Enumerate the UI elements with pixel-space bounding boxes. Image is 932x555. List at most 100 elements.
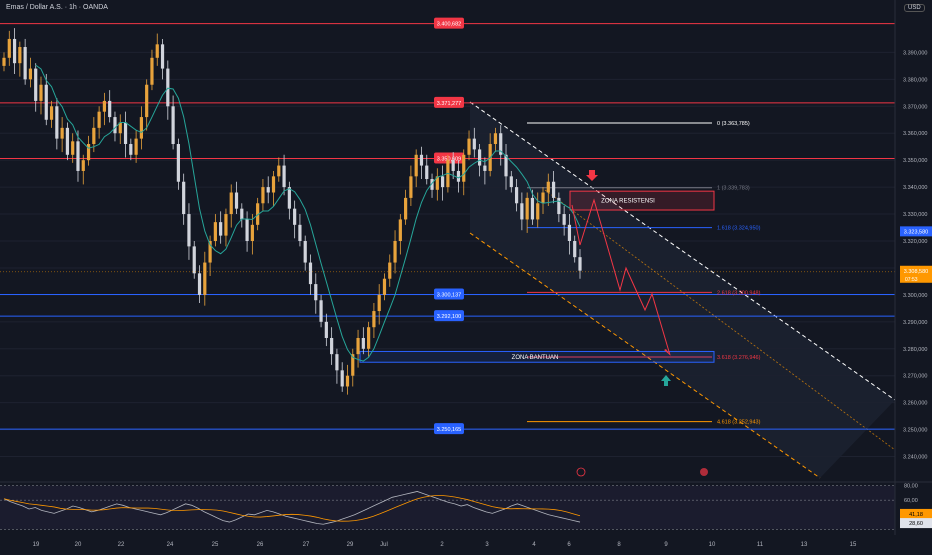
candle-body <box>567 224 572 241</box>
rsi-tick: 60,00 <box>904 498 918 504</box>
candle-body <box>123 122 128 145</box>
candle-body <box>208 241 212 263</box>
channel-upper <box>469 101 896 401</box>
level-label-bg <box>434 152 464 164</box>
current-price-bg <box>900 265 932 283</box>
level-label: 3.350,609 <box>437 157 461 163</box>
candle-body <box>573 241 577 258</box>
candle-body <box>71 141 75 155</box>
candle-body <box>55 106 59 139</box>
candle-body <box>361 337 365 349</box>
candle-body <box>34 68 38 101</box>
currency-button[interactable]: USD <box>904 4 925 12</box>
candle-body <box>441 176 445 188</box>
countdown: 07:53 <box>905 277 918 283</box>
candle-body <box>155 44 159 58</box>
candle-body <box>298 224 302 241</box>
level-label: 3.371,277 <box>437 101 461 107</box>
candle-body <box>451 160 455 171</box>
sell-arrow-icon <box>586 170 598 181</box>
chart-title: Emas / Dollar A.S. · 1h · OANDA <box>6 4 108 11</box>
rsi-tick: 80,00 <box>904 484 918 490</box>
zones: ZONA RESISTENSI ZONA BANTUAN <box>359 190 715 363</box>
event-icon <box>576 467 586 477</box>
candle-body <box>160 44 165 69</box>
candle-body <box>187 214 191 247</box>
x-tick-label: 19 <box>33 542 40 548</box>
candle-body <box>430 179 434 190</box>
candle-body <box>2 57 6 66</box>
fib-label: 2.618 (3.300,948) <box>717 290 761 296</box>
fib-label: 1.618 (3.324,950) <box>717 226 761 232</box>
candle-body <box>472 138 476 150</box>
moving-average <box>0 64 895 362</box>
candle-body <box>39 84 43 101</box>
candle-body <box>435 176 439 190</box>
x-tick-label: 4 <box>532 542 536 548</box>
x-tick-label: 15 <box>850 542 857 548</box>
rsi-value-bg <box>900 508 932 519</box>
y-tick-label: 3.350,000 <box>903 158 927 164</box>
candle-body <box>308 262 313 285</box>
y-tick-label: 3.280,000 <box>903 347 927 353</box>
candle-body <box>425 165 429 180</box>
candle-body <box>409 176 413 198</box>
candle-body <box>176 144 180 182</box>
level-label: 3.400,682 <box>437 22 461 28</box>
candle-body <box>150 57 154 85</box>
x-tick-label: 29 <box>347 542 354 548</box>
fibonacci-levels: 0 (3.363,785) 1 (3.339,783) 1.618 (3.324,9… <box>527 121 761 426</box>
candle-body <box>108 100 112 118</box>
y-tick-label: 3.300,000 <box>903 293 927 299</box>
candle-body <box>367 327 371 349</box>
candle-body <box>293 208 297 225</box>
level-label-bg <box>434 310 464 322</box>
candle-body <box>65 127 70 155</box>
x-tick-label: 11 <box>757 542 764 548</box>
candle-body <box>303 241 307 263</box>
rsi-panel: 80,00 60,00 41,18 28,60 <box>0 481 932 530</box>
candle-body <box>372 311 376 328</box>
projection-arrowhead <box>664 349 671 356</box>
candle-body <box>462 154 466 182</box>
candle-body <box>271 176 276 193</box>
candle-body <box>256 203 260 225</box>
current-price: 3.308,580 <box>904 269 928 275</box>
x-tick-label: 8 <box>617 542 621 548</box>
candle-body <box>520 203 524 220</box>
candle-body <box>525 197 529 220</box>
zone-rect <box>359 350 715 363</box>
level-label: 3.292,100 <box>437 314 461 320</box>
candle-body <box>340 370 344 387</box>
candle-body <box>330 337 334 355</box>
candle-body <box>530 197 535 220</box>
candle-body <box>213 222 217 241</box>
rsi-ma-line <box>3 495 581 522</box>
x-tick-label: 2 <box>440 542 444 548</box>
x-tick-label: 22 <box>118 542 125 548</box>
extra-tag-bg <box>900 226 932 237</box>
channel-fill <box>470 102 895 478</box>
candle-body <box>171 106 175 145</box>
projection-path <box>571 198 671 356</box>
fib-label: 0 (3.363,785) <box>717 121 750 127</box>
y-tick-label: 3.250,000 <box>903 428 927 434</box>
candle-body <box>514 187 519 204</box>
y-tick-label: 3.370,000 <box>903 104 927 110</box>
candle-body <box>86 144 91 161</box>
rsi-value: 41,18 <box>909 512 923 518</box>
candle-body <box>97 111 101 128</box>
candle-body <box>314 284 318 301</box>
candle-body <box>145 84 149 118</box>
candle-body <box>92 127 96 145</box>
x-tick-label: 3 <box>485 542 489 548</box>
candle-body <box>419 154 424 166</box>
candle-body <box>18 47 22 64</box>
x-tick-label: 25 <box>212 542 219 548</box>
y-tick-label: 3.290,000 <box>903 320 927 326</box>
y-tick-label: 3.320,000 <box>903 239 927 245</box>
candle-body <box>282 165 286 188</box>
flag-icon <box>700 468 708 476</box>
ma-line <box>35 64 581 362</box>
